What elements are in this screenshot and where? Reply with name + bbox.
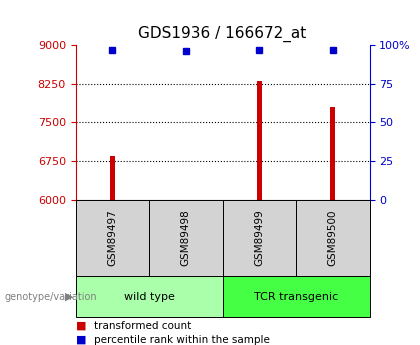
Text: ▶: ▶	[65, 292, 73, 302]
Bar	[330, 107, 336, 200]
Bar	[110, 156, 115, 200]
Text: GSM89498: GSM89498	[181, 210, 191, 266]
Bar	[183, 199, 189, 200]
Bar	[257, 81, 262, 200]
Text: transformed count: transformed count	[94, 321, 192, 331]
Text: ■: ■	[76, 335, 86, 345]
Text: GSM89499: GSM89499	[255, 210, 264, 266]
Text: GSM89500: GSM89500	[328, 210, 338, 266]
Text: TCR transgenic: TCR transgenic	[254, 292, 338, 302]
Title: GDS1936 / 166672_at: GDS1936 / 166672_at	[139, 26, 307, 42]
Text: GSM89497: GSM89497	[108, 210, 117, 266]
Text: genotype/variation: genotype/variation	[4, 292, 97, 302]
Text: percentile rank within the sample: percentile rank within the sample	[94, 335, 270, 345]
Text: wild type: wild type	[123, 292, 175, 302]
Text: ■: ■	[76, 321, 86, 331]
